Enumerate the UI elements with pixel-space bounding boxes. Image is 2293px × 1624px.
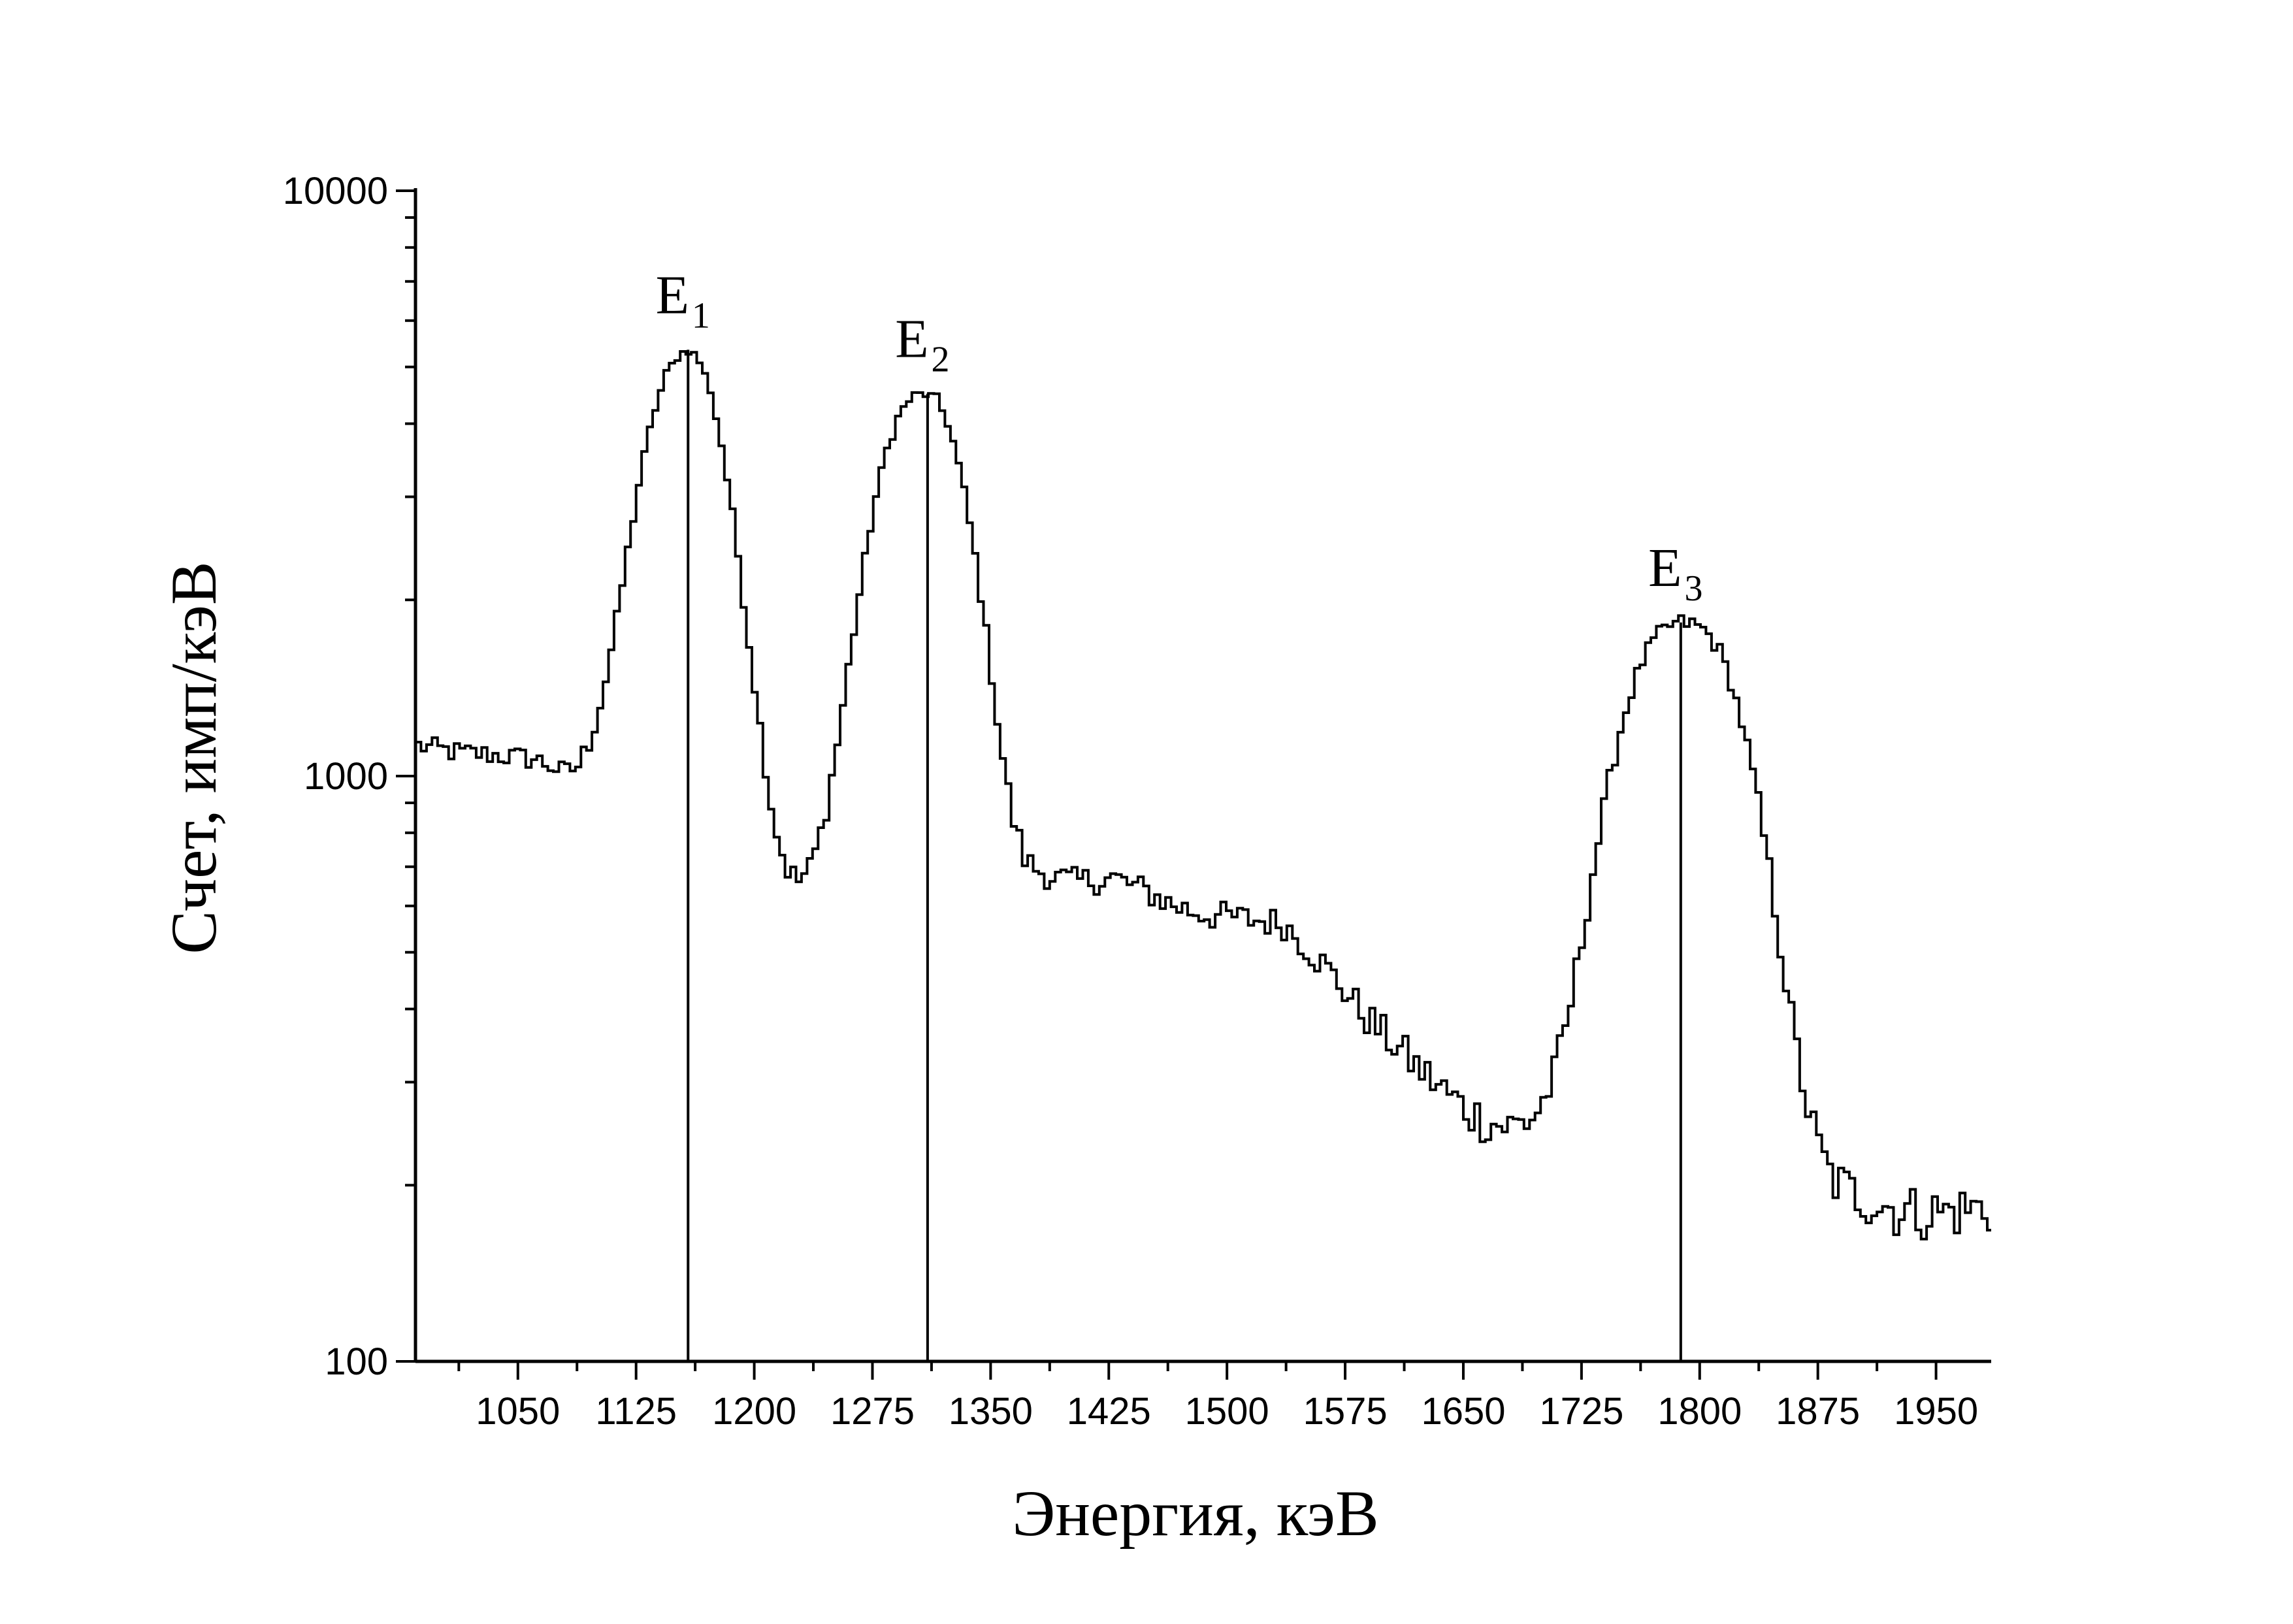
x-tick-label: 1875 [1776,1390,1860,1433]
series-layer [415,350,1991,1241]
x-tick-label: 1950 [1894,1390,1978,1433]
x-axis-title: Энергия, кэВ [1012,1477,1378,1550]
peak-label-subscript: 1 [692,295,710,336]
peak-label-1: E1 [656,265,710,336]
x-tick-label: 1125 [595,1390,677,1433]
x-tick-label: 1650 [1421,1390,1505,1433]
x-tick-label: 1275 [830,1390,915,1433]
x-tick-label: 1050 [476,1390,560,1433]
x-tick-label: 1500 [1185,1390,1269,1433]
peak-annotations: E1 E2 E3 [656,265,1702,1361]
x-tick-label: 1725 [1539,1390,1623,1433]
x-tick-label: 1350 [949,1390,1033,1433]
peak-label-subscript: 2 [932,340,950,380]
y-axis-title: Счет, имп/кэВ [157,561,230,954]
y-tick-label: 10000 [283,170,388,212]
x-tick-label: 1425 [1067,1390,1151,1433]
y-tick-label: 100 [325,1340,388,1383]
x-tick-label: 1200 [712,1390,796,1433]
peak-label-3: E3 [1648,538,1702,609]
y-tick-label: 1000 [304,755,388,798]
x-tick-label: 1575 [1303,1390,1388,1433]
spectrum-series-line [415,350,1991,1241]
x-tick-label: 1800 [1657,1390,1742,1433]
peak-label-2: E2 [895,309,949,380]
axis-ticks: 1050 1125 1200 1275 1350 1425 1500 1575 1650 1725… [283,170,1978,1433]
peak-label-subscript: 3 [1684,568,1702,609]
